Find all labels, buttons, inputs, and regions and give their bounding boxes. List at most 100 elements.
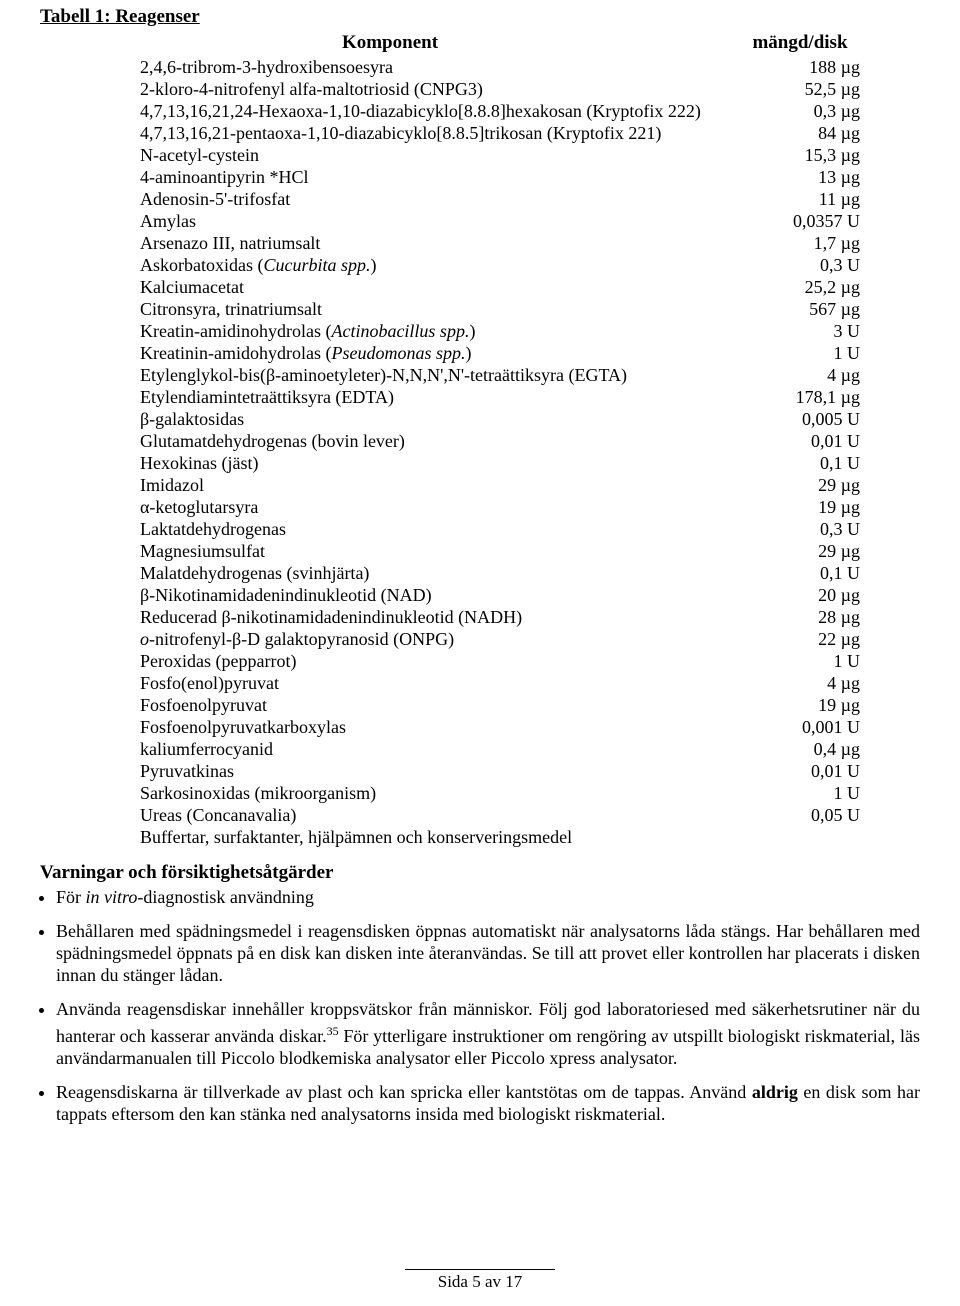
table-row: α-ketoglutarsyra19 µg — [140, 496, 860, 518]
amount-cell: 0,1 U — [740, 562, 860, 584]
component-cell: 2-kloro-4-nitrofenyl alfa-maltotriosid (… — [140, 78, 740, 100]
table-row: 4,7,13,16,21,24-Hexaoxa-1,10-diazabicykl… — [140, 100, 860, 122]
amount-cell: 19 µg — [740, 496, 860, 518]
amount-cell: 1 U — [740, 342, 860, 364]
amount-cell: 84 µg — [740, 122, 860, 144]
table-row: Adenosin-5'-trifosfat11 µg — [140, 188, 860, 210]
table-row: Fosfo(enol)pyruvat4 µg — [140, 672, 860, 694]
table-row: Hexokinas (jäst)0,1 U — [140, 452, 860, 474]
amount-cell: 0,3 µg — [740, 100, 860, 122]
table-row: Peroxidas (pepparrot)1 U — [140, 650, 860, 672]
component-cell: Glutamatdehydrogenas (bovin lever) — [140, 430, 740, 452]
amount-cell: 13 µg — [740, 166, 860, 188]
page-footer: Sida 5 av 17 — [0, 1269, 960, 1292]
amount-cell: 22 µg — [740, 628, 860, 650]
amount-cell: 0,1 U — [740, 452, 860, 474]
component-cell: Kreatin-amidinohydrolas (Actinobacillus … — [140, 320, 740, 342]
component-cell: o-nitrofenyl-β-D galaktopyranosid (ONPG) — [140, 628, 740, 650]
amount-cell: 4 µg — [740, 672, 860, 694]
amount-cell: 29 µg — [740, 474, 860, 496]
component-cell: Reducerad β-nikotinamidadenindinukleotid… — [140, 606, 740, 628]
component-cell: β-Nikotinamidadenindinukleotid (NAD) — [140, 584, 740, 606]
table-row: kaliumferrocyanid0,4 µg — [140, 738, 860, 760]
warnings-list: För in vitro-diagnostisk användningBehål… — [40, 886, 920, 1125]
component-cell: Sarkosinoxidas (mikroorganism) — [140, 782, 740, 804]
table-row: Reducerad β-nikotinamidadenindinukleotid… — [140, 606, 860, 628]
amount-cell: 0,0357 U — [740, 210, 860, 232]
table-row: Fosfoenolpyruvat19 µg — [140, 694, 860, 716]
table-row: Etylendiamintetraättiksyra (EDTA)178,1 µ… — [140, 386, 860, 408]
amount-cell: 0,05 U — [740, 804, 860, 826]
component-cell: Ureas (Concanavalia) — [140, 804, 740, 826]
table-body: 2,4,6-tribrom-3-hydroxibensoesyra188 µg2… — [140, 56, 860, 848]
warnings-heading: Varningar och försiktighetsåtgärder — [40, 862, 920, 884]
warnings-list-item: Reagensdiskarna är tillverkade av plast … — [56, 1081, 920, 1125]
amount-cell: 3 U — [740, 320, 860, 342]
footer-rule — [405, 1269, 555, 1270]
amount-cell: 29 µg — [740, 540, 860, 562]
component-cell: 4,7,13,16,21,24-Hexaoxa-1,10-diazabicykl… — [140, 100, 740, 122]
amount-cell: 0,3 U — [740, 254, 860, 276]
table-row: 2-kloro-4-nitrofenyl alfa-maltotriosid (… — [140, 78, 860, 100]
amount-cell: 0,3 U — [740, 518, 860, 540]
component-cell: 4,7,13,16,21-pentaoxa-1,10-diazabicyklo[… — [140, 122, 740, 144]
component-cell: Citronsyra, trinatriumsalt — [140, 298, 740, 320]
table-row: Ureas (Concanavalia)0,05 U — [140, 804, 860, 826]
component-cell: β-galaktosidas — [140, 408, 740, 430]
column-header-amount: mängd/disk — [740, 32, 860, 54]
table-row: Fosfoenolpyruvatkarboxylas0,001 U — [140, 716, 860, 738]
component-cell: Kreatinin-amidohydrolas (Pseudomonas spp… — [140, 342, 740, 364]
component-cell: 2,4,6-tribrom-3-hydroxibensoesyra — [140, 56, 740, 78]
amount-cell: 0,005 U — [740, 408, 860, 430]
amount-cell: 15,3 µg — [740, 144, 860, 166]
table-row: Pyruvatkinas0,01 U — [140, 760, 860, 782]
component-cell: Magnesiumsulfat — [140, 540, 740, 562]
component-cell: Amylas — [140, 210, 740, 232]
table-header-row: Komponent mängd/disk — [140, 32, 860, 54]
table-row: Askorbatoxidas (Cucurbita spp.)0,3 U — [140, 254, 860, 276]
component-cell: Kalciumacetat — [140, 276, 740, 298]
amount-cell: 25,2 µg — [740, 276, 860, 298]
table-row: β-galaktosidas0,005 U — [140, 408, 860, 430]
component-cell: Laktatdehydrogenas — [140, 518, 740, 540]
component-cell: Askorbatoxidas (Cucurbita spp.) — [140, 254, 740, 276]
component-cell: Etylendiamintetraättiksyra (EDTA) — [140, 386, 740, 408]
table-row: Kreatinin-amidohydrolas (Pseudomonas spp… — [140, 342, 860, 364]
table-row: N-acetyl-cystein15,3 µg — [140, 144, 860, 166]
amount-cell: 1,7 µg — [740, 232, 860, 254]
table-row: Sarkosinoxidas (mikroorganism)1 U — [140, 782, 860, 804]
table-row: 4,7,13,16,21-pentaoxa-1,10-diazabicyklo[… — [140, 122, 860, 144]
amount-cell: 20 µg — [740, 584, 860, 606]
component-cell: Adenosin-5'-trifosfat — [140, 188, 740, 210]
table-row: 4-aminoantipyrin *HCl13 µg — [140, 166, 860, 188]
component-cell: Arsenazo III, natriumsalt — [140, 232, 740, 254]
document-page: Tabell 1: Reagenser Komponent mängd/disk… — [0, 0, 960, 1306]
table-row: Laktatdehydrogenas0,3 U — [140, 518, 860, 540]
component-cell: Buffertar, surfaktanter, hjälpämnen och … — [140, 826, 860, 848]
table-row: β-Nikotinamidadenindinukleotid (NAD)20 µ… — [140, 584, 860, 606]
component-cell: Fosfoenolpyruvat — [140, 694, 740, 716]
component-cell: Fosfoenolpyruvatkarboxylas — [140, 716, 740, 738]
table-row: Arsenazo III, natriumsalt1,7 µg — [140, 232, 860, 254]
table-title: Tabell 1: Reagenser — [40, 6, 920, 28]
warnings-list-item: Använda reagensdiskar innehåller kroppsv… — [56, 998, 920, 1069]
table-row: Kreatin-amidinohydrolas (Actinobacillus … — [140, 320, 860, 342]
amount-cell: 28 µg — [740, 606, 860, 628]
table-row: Etylenglykol-bis(β-aminoetyleter)-N,N,N'… — [140, 364, 860, 386]
component-cell: Imidazol — [140, 474, 740, 496]
table-row: Citronsyra, trinatriumsalt567 µg — [140, 298, 860, 320]
component-cell: 4-aminoantipyrin *HCl — [140, 166, 740, 188]
amount-cell: 1 U — [740, 650, 860, 672]
table-row: o-nitrofenyl-β-D galaktopyranosid (ONPG)… — [140, 628, 860, 650]
component-cell: Hexokinas (jäst) — [140, 452, 740, 474]
component-cell: α-ketoglutarsyra — [140, 496, 740, 518]
component-cell: Peroxidas (pepparrot) — [140, 650, 740, 672]
component-cell: Etylenglykol-bis(β-aminoetyleter)-N,N,N'… — [140, 364, 740, 386]
component-cell: kaliumferrocyanid — [140, 738, 740, 760]
table-row: Kalciumacetat25,2 µg — [140, 276, 860, 298]
warnings-list-item: Behållaren med spädningsmedel i reagensd… — [56, 920, 920, 986]
amount-cell: 4 µg — [740, 364, 860, 386]
table-row: Amylas0,0357 U — [140, 210, 860, 232]
reagents-table: Komponent mängd/disk 2,4,6-tribrom-3-hyd… — [140, 32, 860, 848]
amount-cell: 52,5 µg — [740, 78, 860, 100]
